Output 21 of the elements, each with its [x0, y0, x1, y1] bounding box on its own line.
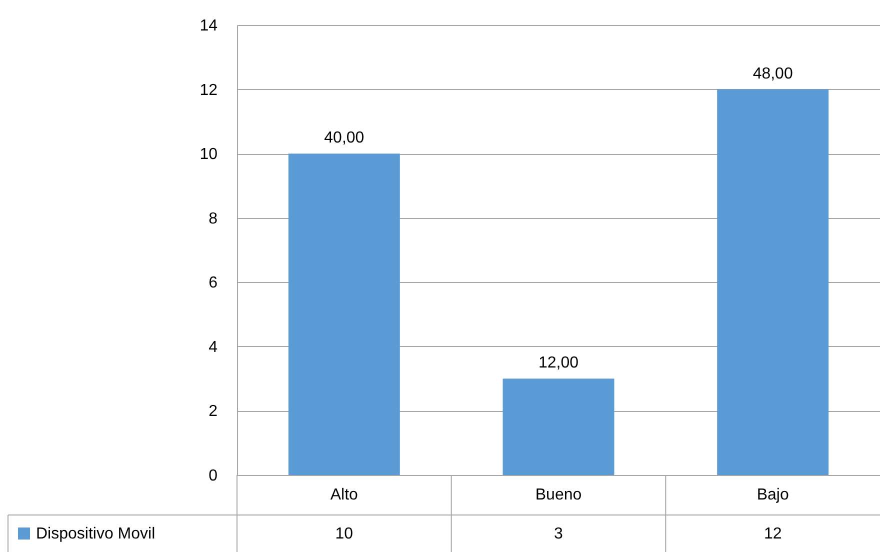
- annotation: 48,00: [752, 65, 793, 82]
- x-tick-label: Alto: [330, 486, 358, 504]
- annotation: 40,00: [324, 130, 364, 147]
- data-label: 12: [764, 526, 782, 542]
- bar: [288, 154, 400, 475]
- legend-label: Dispositivo Movil: [36, 526, 156, 542]
- y-tick-label: 4: [208, 338, 218, 356]
- y-tick-label: 2: [208, 403, 218, 420]
- y-tick-label: 6: [208, 274, 218, 292]
- x-tick-label: Bajo: [756, 486, 789, 504]
- y-tick-label: 8: [208, 210, 218, 228]
- y-tick-label: 14: [200, 18, 218, 34]
- y-tick-label: 12: [200, 82, 218, 99]
- y-tick-label: 0: [208, 468, 218, 484]
- data-label: 10: [335, 526, 354, 542]
- y-tick-label: 10: [200, 146, 218, 164]
- bar: [502, 378, 614, 475]
- x-tick-label: Bueno: [535, 486, 582, 504]
- bar: [717, 89, 829, 475]
- annotation: 12,00: [538, 354, 579, 372]
- data-label: 3: [554, 526, 564, 542]
